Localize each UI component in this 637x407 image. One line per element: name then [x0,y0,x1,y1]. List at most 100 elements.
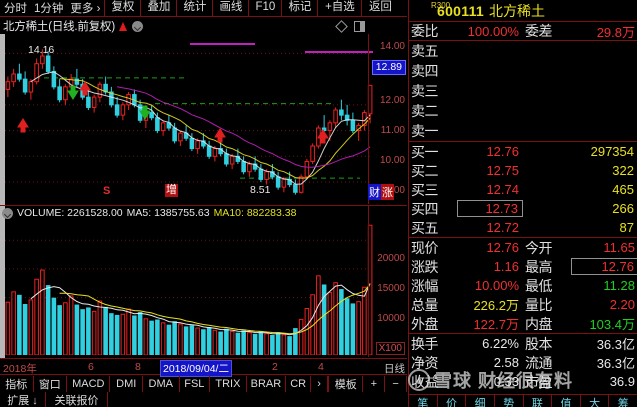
quote-tab[interactable]: 筹 [609,395,637,407]
indicator-more-button[interactable]: › [311,376,328,392]
bid-label: 买二 [411,162,439,179]
date-tick-3: 8 [135,361,141,373]
fund-label-left: 净资 [411,354,439,371]
toolbar-fuquan[interactable]: 复权 [105,0,142,16]
fund-label-left: 收益 [411,373,439,390]
date-tick-5: 4 [318,361,324,373]
quote-tab[interactable]: 值 [552,395,581,407]
stat-row: 总量 226.2万 量比 2.20 [409,295,637,314]
ratio-label: 委比 [411,23,439,39]
orderbook-row[interactable]: 卖二 [409,101,637,120]
bid-price: 12.74 [486,182,519,197]
indicator-button-brar[interactable]: BRAR [247,376,287,392]
fund-label-left: 换手 [411,335,439,352]
fundamentals-divider [409,333,637,334]
template-button[interactable]: 模板 [329,376,364,392]
chevron-down-circle-icon[interactable] [131,20,143,32]
toolbar-add-favorite[interactable]: +自选 [318,0,363,16]
quote-tabs[interactable]: 笔价细势联值大筹 [409,394,637,407]
indicator-button-fsl[interactable]: FSL [180,376,211,392]
stat-label-left: 涨跌 [411,258,439,275]
orderbook-row[interactable]: 卖四 [409,61,637,80]
orderbook-row[interactable]: 买四 12.73 266 [409,199,637,218]
diff-label: 委差 [525,23,553,39]
orderbook-row[interactable]: 卖五 [409,41,637,60]
orderbook-row[interactable]: 买一 12.76 297354 [409,142,637,161]
price-chart-pane[interactable]: 14.00 12.00 11.00 10.00 9.00 12.89 14.16… [0,34,407,204]
toolbar-period-1min[interactable]: 1分钟 [34,3,64,15]
toolbar-f10[interactable]: F10 [249,0,283,16]
toolbar-back[interactable]: 返回 [368,1,392,14]
bid-label: 买三 [411,181,439,198]
volume-header: VOLUME: 2261528.00 MA5: 1385755.63 MA10:… [0,206,296,220]
chevron-down-circle-icon[interactable] [2,207,13,219]
zhang-marker-label: 涨 [381,184,394,200]
fundamental-row: 换手 6.22% 股本 36.3亿 [409,334,637,353]
toolbar-diejia[interactable]: 叠加 [141,0,178,16]
fund-value-right: 36.3亿 [596,356,635,371]
stat-label-right: 最低 [525,277,553,294]
toolbar-period-fenshi[interactable]: 分时 [4,3,27,15]
indicator-button-macd[interactable]: MACD [67,376,111,392]
indicator-button-zhibiao[interactable]: 指标 [0,376,34,392]
indicator-button-dmi[interactable]: DMI [110,376,144,392]
chart-title-row: 北方稀土(日线.前复权) [0,18,407,34]
volume-chart-pane[interactable]: VOLUME: 2261528.00 MA5: 1385755.63 MA10:… [0,205,407,357]
stat-value-right: 12.76 [571,258,637,275]
stat-value-right: 103.4万 [589,317,635,332]
orderbook-row[interactable]: 买三 12.74 465 [409,180,637,199]
ask-label: 卖一 [411,122,439,139]
indicator-button-cr[interactable]: CR [286,376,312,392]
quote-tab[interactable]: 笔 [409,395,438,407]
stat-label-right: 内盘 [525,315,553,332]
diamond-icon[interactable] [335,19,348,33]
stat-value-left: 10.00% [474,278,519,293]
fund-label-right: 股本 [525,335,553,352]
toolbar-biaoji[interactable]: 标记 [282,0,319,16]
orderbook-row[interactable]: 卖一 [409,121,637,140]
quote-panel: R300 600111 北方稀土 委比 100.00% 委差 29.8万 卖五卖… [408,0,637,407]
toolbar-tongji[interactable]: 统计 [177,0,214,16]
stat-label-left: 总量 [411,296,439,313]
vertical-scrollbar[interactable] [0,34,5,358]
zoom-out-button[interactable]: − [385,376,408,392]
stat-value-right: 2.20 [609,297,635,312]
quote-tab[interactable]: 细 [466,395,495,407]
stat-label-right: 今开 [525,239,553,256]
quote-tab[interactable]: 势 [495,395,524,407]
bid-label: 买五 [411,219,439,236]
orderbook-row[interactable]: 卖三 [409,81,637,100]
indicator-button-trix[interactable]: TRIX [210,376,247,392]
expand-button[interactable]: 扩展 ↓ [0,392,46,407]
zoom-in-button[interactable]: + [363,376,386,392]
ratio-value: 100.00% [467,23,519,39]
toolbar-period-group[interactable]: 分时 1分钟 更多 › [0,0,106,16]
toolbar-huaxian[interactable]: 画线 [213,0,250,16]
stat-label-left: 涨幅 [411,277,439,294]
linked-quote-button[interactable]: 关联报价 [46,392,108,407]
stat-value-left: 1.16 [493,259,519,274]
current-price-marker: 12.89 [371,60,406,75]
volume-tick-3: 10000 [377,313,405,324]
volume-axis: 20000 15000 10000 [368,206,407,357]
quote-tab[interactable]: 大 [581,395,610,407]
quote-tab[interactable]: 联 [524,395,553,407]
selected-date-marker: 2018/09/04/二 [160,360,232,377]
quote-header: R300 600111 北方稀土 [409,0,637,22]
orderbook-row[interactable]: 买五 12.72 87 [409,218,637,237]
bid-qty: 322 [612,163,634,178]
toolbar-period-more[interactable]: 更多 › [70,3,101,15]
indicator-button-chuangkou[interactable]: 窗口 [34,376,68,392]
toolbar-spacer [327,376,329,392]
panel-toggle-icon[interactable] [354,20,365,32]
ask-label: 卖五 [411,42,439,59]
fundamental-row: 收益 0.33 市盈 36.9 [409,372,637,391]
bid-price: 12.72 [486,220,519,235]
bid-qty: 87 [619,220,634,235]
date-tick-2: 6 [88,361,94,373]
orderbook-row[interactable]: 买二 12.75 322 [409,161,637,180]
quote-tab[interactable]: 价 [438,395,467,407]
indicator-button-dma[interactable]: DMA [143,376,180,392]
stat-label-left: 外盘 [411,315,439,332]
